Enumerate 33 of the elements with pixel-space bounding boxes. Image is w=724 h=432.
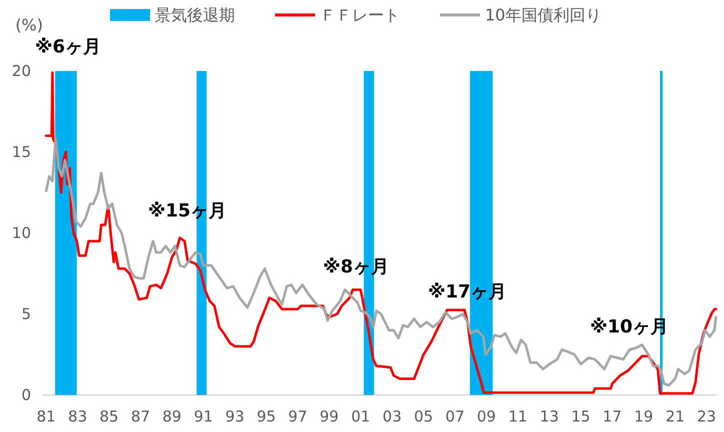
x-tick-label: 91 [194, 408, 213, 426]
x-tick-label: 85 [99, 408, 119, 426]
y-tick-label: 5 [21, 305, 31, 323]
y-axis-title: (%) [15, 16, 43, 34]
x-tick-label: 09 [476, 408, 496, 426]
legend-label: 景気後退期 [155, 6, 235, 24]
x-tick-label: 21 [666, 408, 685, 426]
x-tick-label: 11 [508, 408, 528, 426]
x-tick-label: 01 [351, 408, 370, 426]
legend-label: ＦＦレート [320, 6, 400, 24]
y-tick-label: 15 [12, 143, 31, 161]
x-tick-label: 15 [571, 408, 590, 426]
x-tick-label: 23 [697, 408, 716, 426]
x-tick-label: 89 [162, 408, 182, 426]
x-tick-label: 87 [130, 408, 150, 426]
legend-label: 10年国債利回り [485, 6, 602, 24]
y-tick-label: 20 [12, 62, 31, 80]
x-tick-label: 99 [320, 408, 339, 426]
y-tick-label: 10 [12, 224, 31, 242]
x-tick-label: 97 [288, 408, 308, 426]
x-tick-label: 07 [445, 408, 465, 426]
x-tick-label: 95 [256, 408, 276, 426]
line-series [44, 138, 718, 387]
x-tick-label: 13 [540, 408, 559, 426]
x-tick-label: 93 [225, 408, 244, 426]
text: ※6ヶ月 [35, 36, 102, 58]
x-tick-label: 83 [68, 408, 88, 426]
y-tick-label: 0 [21, 386, 31, 404]
x-tick-label: 03 [382, 408, 402, 426]
x-tick-label: 05 [414, 408, 434, 426]
x-tick-label: 81 [36, 408, 56, 426]
x-tick-label: 17 [602, 408, 622, 426]
x-tick-label: 19 [634, 408, 654, 426]
